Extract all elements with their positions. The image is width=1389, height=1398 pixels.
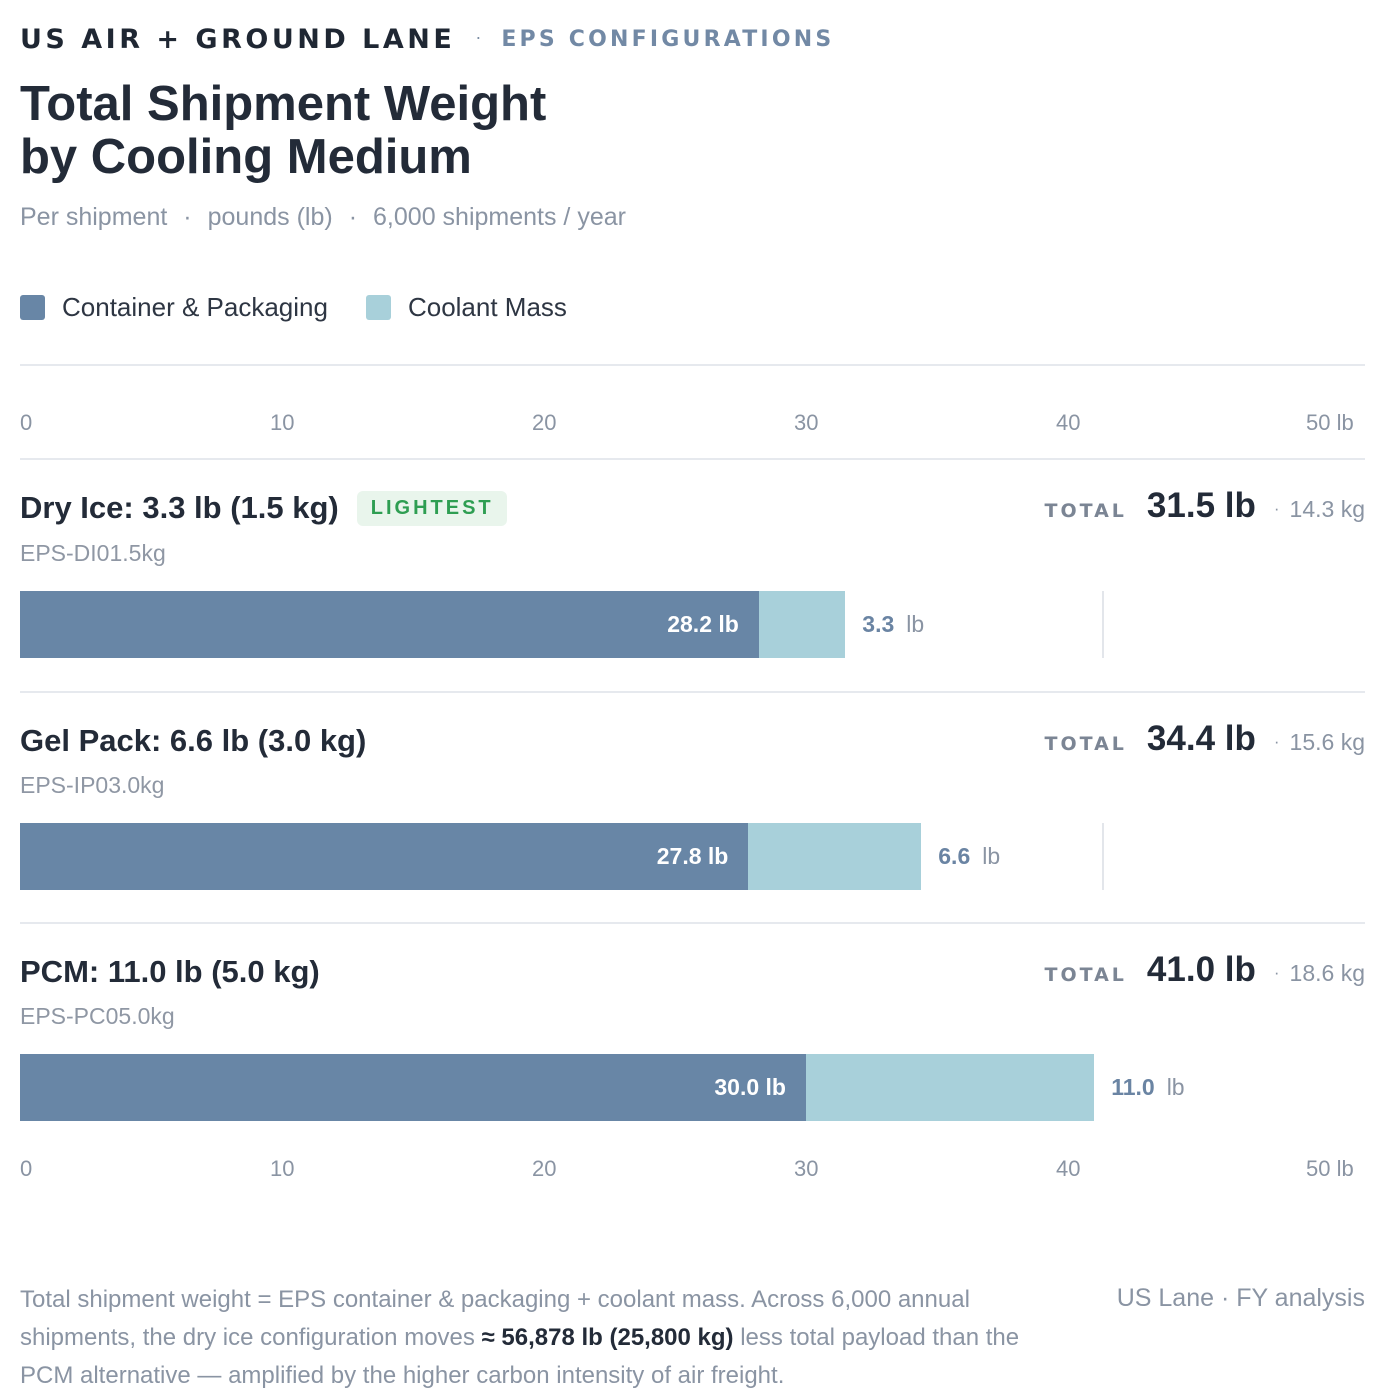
- row-title-pcm: PCM: 11.0 lb (5.0 kg): [20, 954, 320, 990]
- x-tick-label: 50 lb: [1306, 410, 1354, 435]
- total-label: TOTAL: [1044, 500, 1127, 522]
- row-total-gel-pack: TOTAL 34.4 lb · 15.6 kg: [1045, 719, 1366, 759]
- legend-swatch-packaging: [20, 295, 45, 320]
- total-value: 41.0 lb: [1146, 950, 1256, 989]
- bar-label-coolant: 3.3 lb: [862, 591, 924, 658]
- divider: [20, 922, 1365, 924]
- chart-title-line-1: Total Shipment Weight: [20, 77, 547, 131]
- coolant-unit: lb: [1166, 1074, 1185, 1100]
- x-tick-label: 0: [20, 1156, 33, 1181]
- total-value: 31.5 lb: [1146, 486, 1256, 525]
- total-separator: ·: [1273, 963, 1280, 982]
- bar-label-packaging: 28.2 lb: [667, 611, 739, 637]
- subtitle-part: Per shipment: [20, 203, 168, 231]
- total-label: TOTAL: [1044, 733, 1127, 755]
- coolant-value: 11.0: [1111, 1074, 1155, 1100]
- subtitle-separator: ·: [348, 203, 358, 231]
- subtitle-part: pounds (lb): [207, 203, 333, 231]
- row-title-text: Dry Ice: 3.3 lb (1.5 kg): [20, 490, 339, 525]
- legend-label-packaging: Container & Packaging: [62, 292, 328, 322]
- reference-line: [1102, 591, 1105, 658]
- footnote-text: Total shipment weight = EPS container & …: [20, 1286, 970, 1351]
- x-tick-label: 40: [1056, 1156, 1081, 1181]
- row-code-dry-ice: EPS-DI01.5kg: [20, 540, 166, 566]
- subtitle-part: 6,000 shipments / year: [373, 203, 626, 231]
- bar-label-packaging: 30.0 lb: [714, 1074, 786, 1100]
- row-code-pcm: EPS-PC05.0kg: [20, 1003, 175, 1029]
- coolant-unit: lb: [982, 843, 1001, 869]
- chart-title: Total Shipment Weight by Cooling Medium: [20, 78, 546, 184]
- row-title-text: Gel Pack: 6.6 lb (3.0 kg): [20, 723, 367, 758]
- row-code-gel-pack: EPS-IP03.0kg: [20, 772, 165, 798]
- footnote-highlight: ≈ 56,878 lb (25,800 kg): [481, 1324, 734, 1351]
- total-separator: ·: [1273, 732, 1280, 751]
- x-tick-label: 20: [532, 410, 557, 435]
- x-tick-label: 30: [794, 410, 819, 435]
- total-separator: ·: [1273, 499, 1280, 518]
- x-tick-label: 10: [270, 410, 295, 435]
- total-value: 34.4 lb: [1146, 719, 1256, 758]
- divider: [20, 691, 1365, 693]
- chart-title-line-2: by Cooling Medium: [20, 130, 472, 184]
- coolant-value: 6.6: [938, 843, 971, 869]
- row-total-pcm: TOTAL 41.0 lb · 18.6 kg: [1045, 950, 1366, 990]
- divider: [20, 458, 1365, 460]
- coolant-unit: lb: [906, 611, 925, 637]
- legend-item-packaging: Container & Packaging: [20, 292, 328, 323]
- x-axis-bottom: 0 10 20 30 40 50 lb: [20, 1156, 1365, 1186]
- footnote: Total shipment weight = EPS container & …: [20, 1281, 1070, 1395]
- bar-label-coolant: 6.6 lb: [938, 823, 1000, 890]
- x-tick-label: 20: [532, 1156, 557, 1181]
- eyebrow: US AIR + GROUND LANE · EPS CONFIGURATIONS: [20, 24, 834, 55]
- total-kg: 14.3 kg: [1289, 496, 1365, 522]
- eyebrow-config: EPS CONFIGURATIONS: [501, 27, 835, 52]
- bar-segment-coolant: [806, 1054, 1095, 1121]
- legend-label-coolant: Coolant Mass: [407, 292, 567, 322]
- coolant-value: 3.3: [862, 611, 895, 637]
- bar-segment-packaging: [20, 823, 749, 890]
- x-tick-label: 40: [1056, 410, 1081, 435]
- subtitle-separator: ·: [183, 203, 192, 231]
- footnote-text-end: less total payload than the PCM alternat…: [20, 1324, 1020, 1389]
- divider: [20, 364, 1365, 366]
- row-total-dry-ice: TOTAL 31.5 lb · 14.3 kg: [1045, 486, 1366, 526]
- x-tick-label: 30: [794, 1156, 819, 1181]
- total-label: TOTAL: [1044, 964, 1127, 986]
- bar-segment-coolant: [758, 591, 846, 658]
- x-tick-label: 0: [20, 410, 33, 435]
- footer-meta: US Lane · FY analysis: [1116, 1284, 1365, 1312]
- row-title-text: PCM: 11.0 lb (5.0 kg): [20, 954, 320, 989]
- total-kg: 15.6 kg: [1289, 729, 1365, 755]
- total-kg: 18.6 kg: [1289, 960, 1365, 986]
- row-title-dry-ice: Dry Ice: 3.3 lb (1.5 kg) LIGHTEST: [20, 490, 507, 526]
- x-tick-label: 50 lb: [1306, 1156, 1354, 1181]
- legend-swatch-coolant: [365, 295, 391, 320]
- bar-label-coolant: 11.0 lb: [1111, 1054, 1184, 1121]
- legend-item-coolant: Coolant Mass: [365, 292, 567, 323]
- eyebrow-lane: US AIR + GROUND LANE: [20, 24, 456, 55]
- bar-segment-packaging: [20, 591, 759, 658]
- x-axis-top: 0 10 20 30 40 50 lb: [20, 410, 1365, 440]
- eyebrow-separator: ·: [475, 27, 482, 47]
- reference-line: [1102, 823, 1105, 890]
- bar-segment-packaging: [20, 1054, 806, 1121]
- lightest-badge: LIGHTEST: [356, 490, 507, 526]
- bar-label-packaging: 27.8 lb: [656, 843, 729, 869]
- row-title-gel-pack: Gel Pack: 6.6 lb (3.0 kg): [20, 723, 366, 759]
- chart-subtitle: Per shipment · pounds (lb) · 6,000 shipments…: [20, 203, 626, 232]
- bar-segment-coolant: [748, 823, 922, 890]
- legend: Container & Packaging Coolant Mass: [20, 292, 605, 323]
- x-tick-label: 10: [270, 1156, 295, 1181]
